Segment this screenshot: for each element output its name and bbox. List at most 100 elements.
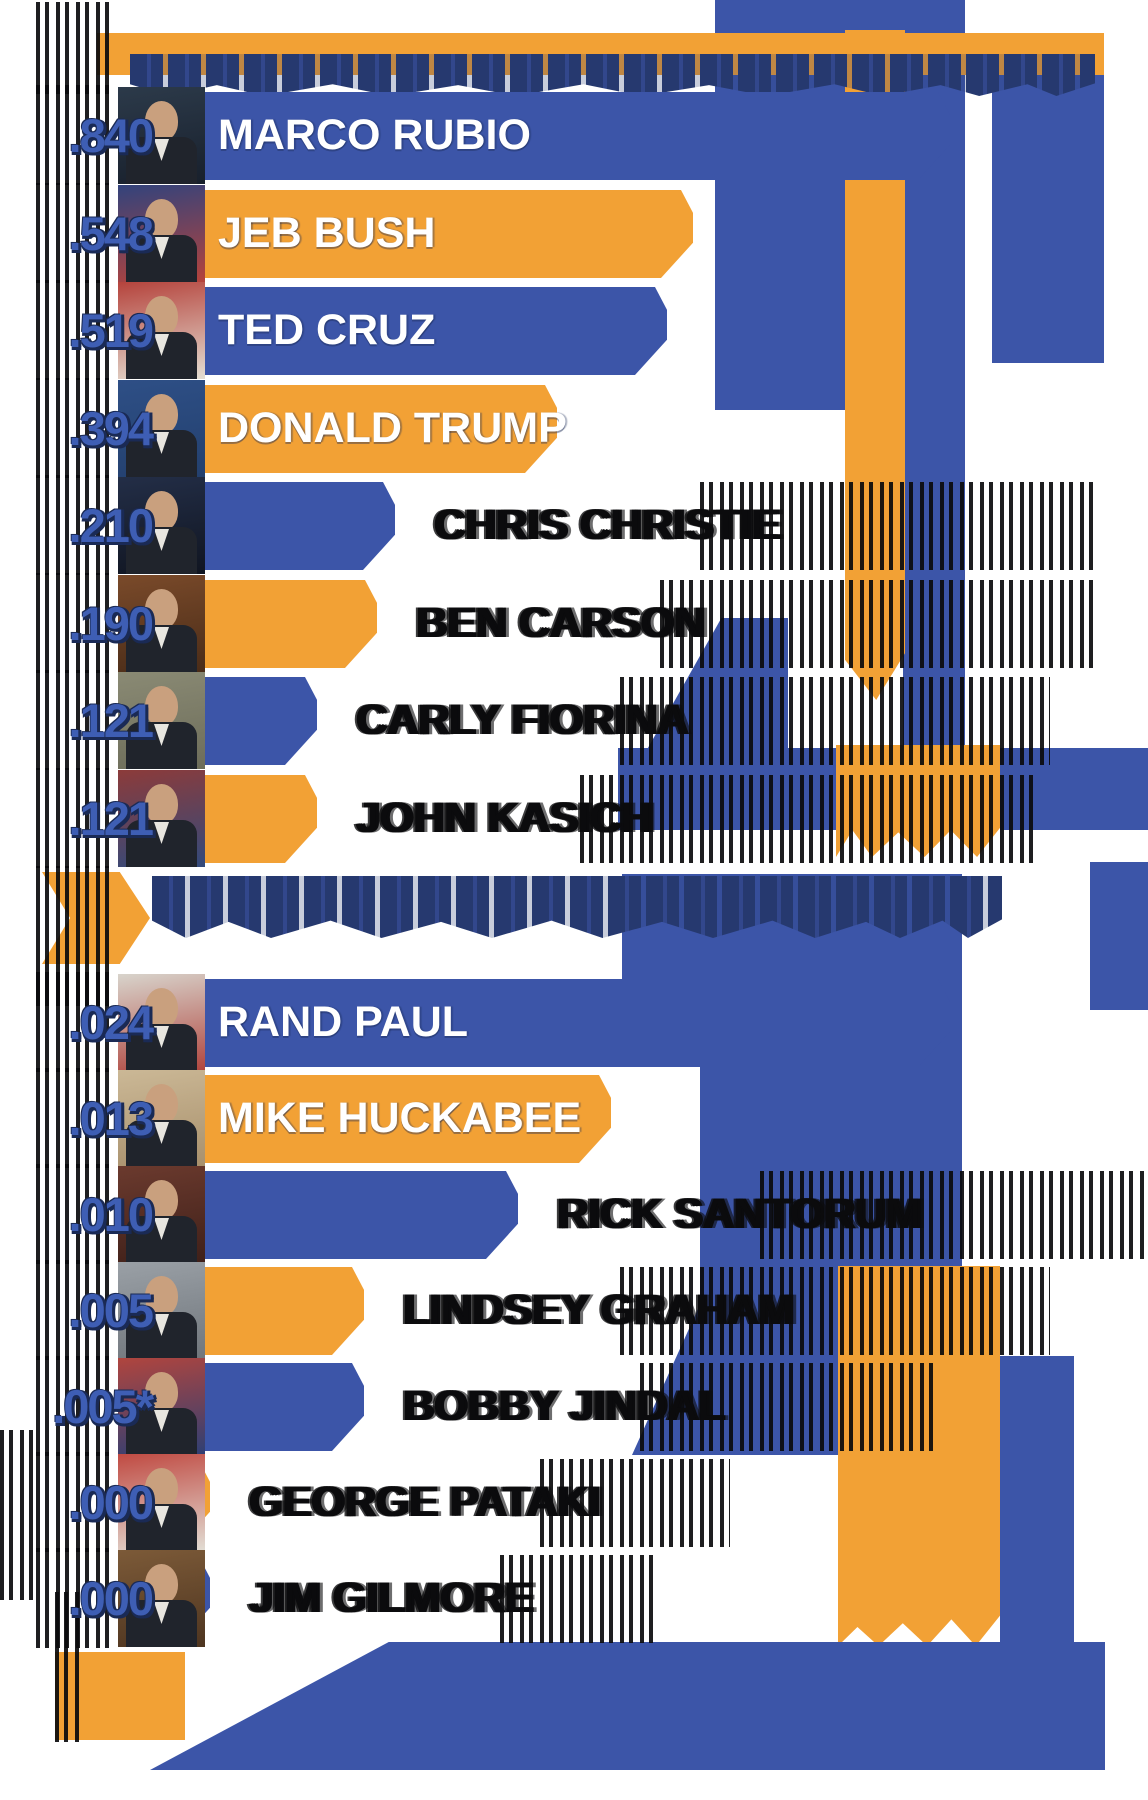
- value-label: .000: [68, 1572, 154, 1625]
- artifact-stripe-cluster: [36, 573, 114, 673]
- candidate-row-donald-trump: .394 DONALD TRUMP: [0, 378, 1148, 478]
- candidate-photo: [118, 282, 205, 379]
- candidate-name: TED CRUZ: [218, 306, 436, 354]
- candidate-row-george-pataki: .000 GEORGE PATAKI: [0, 1452, 1148, 1552]
- candidate-photo: [118, 1358, 205, 1455]
- candidate-name: DONALD TRUMP: [218, 404, 567, 452]
- photo-head-silhouette: [145, 589, 178, 629]
- artifact-stripe-cluster: [36, 1356, 114, 1456]
- artifact-stripe-cluster: [36, 183, 114, 283]
- value-label: .519: [68, 304, 154, 357]
- candidate-row-lindsey-graham: .005 LINDSEY GRAHAM: [0, 1260, 1148, 1360]
- candidate-name: CHRIS CHRISTIE: [433, 501, 780, 549]
- value-label: .121: [68, 792, 154, 845]
- candidate-name: BEN CARSON: [415, 599, 705, 647]
- photo-head-silhouette: [145, 1564, 178, 1604]
- artifact-stripe-cluster: [36, 85, 114, 185]
- artifact-name-garble: [700, 482, 1100, 570]
- value-bar: [150, 1075, 611, 1163]
- candidate-row-rick-santorum: .010 RICK SANTORUM: [0, 1164, 1148, 1264]
- value-label: .121: [68, 694, 154, 747]
- value-label: .210: [68, 499, 154, 552]
- value-label: .190: [68, 597, 154, 650]
- artifact-stripe-cluster: [36, 280, 114, 380]
- artifact-stripe-cluster: [36, 1068, 114, 1168]
- candidate-row-bobby-jindal: .005* BOBBY JINDAL: [0, 1356, 1148, 1456]
- artifact-stripe-cluster: [36, 670, 114, 770]
- candidate-row-jeb-bush: .548 JEB BUSH: [0, 183, 1148, 283]
- candidate-photo: [118, 1454, 205, 1551]
- value-label: .005*: [52, 1380, 154, 1433]
- value-bar: [150, 190, 693, 278]
- garbled-footer-text: [150, 1642, 1105, 1770]
- photo-head-silhouette: [145, 784, 178, 824]
- candidate-photo: [118, 1070, 205, 1167]
- artifact-name-garble: [580, 775, 1040, 863]
- photo-head-silhouette: [145, 199, 178, 239]
- candidate-row-rand-paul: .024 RAND PAUL: [0, 972, 1148, 1072]
- artifact-stripe-cluster: [36, 1164, 114, 1264]
- photo-head-silhouette: [145, 491, 178, 531]
- artifact-name-garble: [640, 1363, 940, 1451]
- value-label: .024: [68, 996, 154, 1049]
- photo-head-silhouette: [145, 1084, 178, 1124]
- candidate-photo: [118, 477, 205, 574]
- candidate-photo: [118, 185, 205, 282]
- value-bar: [150, 385, 557, 473]
- candidate-name: CARLY FIORINA: [355, 696, 688, 744]
- artifact-stripe-cluster: [36, 866, 114, 1006]
- artifact-name-garble: [620, 677, 1050, 765]
- decor-right-sliver: [1090, 862, 1148, 1010]
- value-label: .394: [68, 402, 154, 455]
- candidate-photo: [118, 575, 205, 672]
- photo-head-silhouette: [145, 988, 178, 1028]
- value-label: .000: [68, 1476, 154, 1529]
- candidate-photo: [118, 380, 205, 477]
- candidate-name: LINDSEY GRAHAM: [402, 1286, 794, 1334]
- candidate-name: RICK SANTORUM: [556, 1190, 921, 1238]
- photo-head-silhouette: [145, 296, 178, 336]
- candidate-row-jim-gilmore: .000 JIM GILMORE: [0, 1548, 1148, 1648]
- candidate-row-ben-carson: .190 BEN CARSON: [0, 573, 1148, 673]
- decor-blue-column-bottom: [1000, 1356, 1074, 1642]
- candidate-row-marco-rubio: .840 MARCO RUBIO: [0, 85, 1148, 185]
- candidate-photo: [118, 770, 205, 867]
- candidate-name: GEORGE PATAKI: [248, 1478, 600, 1526]
- value-label: .010: [68, 1188, 154, 1241]
- artifact-stripe-cluster: [36, 768, 114, 868]
- artifact-bottom-left: [0, 1430, 40, 1600]
- value-label: .548: [68, 207, 154, 260]
- candidate-photo: [118, 672, 205, 769]
- artifact-name-garble: [760, 1171, 1148, 1259]
- candidate-photo: [118, 1262, 205, 1359]
- candidate-name: MARCO RUBIO: [218, 111, 531, 159]
- artifact-name-garble: [540, 1459, 730, 1547]
- value-label: .840: [68, 109, 154, 162]
- photo-head-silhouette: [145, 101, 178, 141]
- candidate-photo: [118, 1166, 205, 1263]
- artifact-stripe-cluster: [36, 2, 114, 94]
- candidate-row-ted-cruz: .519 TED CRUZ: [0, 280, 1148, 380]
- photo-head-silhouette: [145, 394, 178, 434]
- artifact-stripe-cluster: [36, 1548, 114, 1648]
- artifact-stripe-cluster: [36, 1260, 114, 1360]
- candidate-name: JIM GILMORE: [248, 1574, 533, 1622]
- candidate-name: MIKE HUCKABEE: [218, 1094, 582, 1142]
- candidate-row-mike-huckabee: .013 MIKE HUCKABEE: [0, 1068, 1148, 1168]
- artifact-name-garble: [620, 1267, 1050, 1355]
- candidate-photo: [118, 87, 205, 184]
- candidate-name: JEB BUSH: [218, 209, 436, 257]
- candidate-row-carly-fiorina: .121 CARLY FIORINA: [0, 670, 1148, 770]
- value-bar: [150, 287, 667, 375]
- value-label: .005: [68, 1284, 154, 1337]
- photo-head-silhouette: [145, 686, 178, 726]
- value-bar: [150, 1171, 518, 1259]
- artifact-stripe-cluster: [36, 378, 114, 478]
- candidate-row-chris-christie: .210 CHRIS CHRISTIE: [0, 475, 1148, 575]
- photo-head-silhouette: [145, 1468, 178, 1508]
- value-bar: [150, 92, 950, 180]
- candidate-name: BOBBY JINDAL: [402, 1382, 724, 1430]
- value-bar: [150, 979, 950, 1067]
- candidate-name: RAND PAUL: [218, 998, 469, 1046]
